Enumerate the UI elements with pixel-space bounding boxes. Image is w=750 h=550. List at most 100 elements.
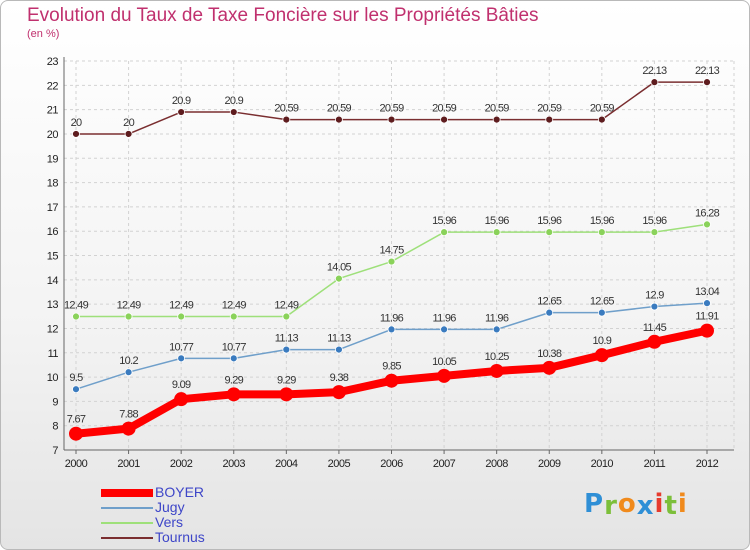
legend-label: Tournus <box>155 529 205 545</box>
data-point-boyer <box>69 426 83 441</box>
logo-letter: t <box>664 491 678 521</box>
legend-label: Vers <box>155 514 184 530</box>
chart-subtitle: (en %) <box>27 28 60 40</box>
data-label-vers: 15.96 <box>432 215 457 227</box>
legend-swatch <box>101 522 153 524</box>
y-tick-label: 10 <box>47 372 59 384</box>
data-point-tournus <box>650 78 659 87</box>
data-point-vers <box>492 228 501 237</box>
data-point-boyer <box>647 334 662 349</box>
x-tick-label: 2006 <box>380 458 403 470</box>
data-label-tournus: 20.59 <box>590 103 615 115</box>
y-tick-label: 19 <box>47 153 59 165</box>
data-point-tournus <box>335 115 343 124</box>
data-point-tournus <box>597 115 606 124</box>
y-tick-label: 17 <box>47 202 59 214</box>
data-point-tournus <box>387 115 396 124</box>
y-tick-label: 21 <box>47 105 59 117</box>
x-tick-label: 2003 <box>223 458 246 470</box>
y-tick-label: 15 <box>47 251 59 263</box>
data-point-boyer <box>174 392 189 407</box>
legend-swatch <box>101 537 153 539</box>
data-point-boyer <box>437 368 452 383</box>
x-tick-label: 2011 <box>644 458 666 470</box>
data-label-vers: 14.05 <box>327 262 352 274</box>
logo-letter: i <box>677 489 688 519</box>
data-point-vers <box>597 228 606 237</box>
data-label-jugy: 11.96 <box>380 312 404 324</box>
y-tick-label: 18 <box>47 178 59 190</box>
legend-label: BOYER <box>155 484 205 500</box>
data-label-boyer: 9.38 <box>330 372 349 384</box>
y-tick-label: 14 <box>47 275 59 287</box>
data-label-vers: 15.96 <box>485 215 510 227</box>
data-point-vers <box>72 312 80 321</box>
data-point-boyer <box>594 348 609 363</box>
data-point-boyer <box>331 385 346 400</box>
data-label-tournus: 20 <box>71 117 82 129</box>
data-point-jugy <box>72 385 80 394</box>
y-tick-label: 8 <box>52 421 58 433</box>
data-point-jugy <box>177 354 186 363</box>
data-label-vers: 12.49 <box>169 300 194 312</box>
y-tick-label: 7 <box>52 445 58 457</box>
data-label-jugy: 10.77 <box>169 341 194 353</box>
data-point-tournus <box>229 108 238 116</box>
x-tick-label: 2000 <box>65 458 88 470</box>
data-point-jugy <box>597 308 606 317</box>
logo-letter: i <box>654 489 665 519</box>
chart-title: Evolution du Taux de Taxe Foncière sur l… <box>27 5 539 26</box>
data-point-jugy <box>282 345 291 354</box>
data-point-vers <box>440 228 448 237</box>
x-tick-label: 2005 <box>328 458 351 470</box>
data-label-tournus: 20.59 <box>485 103 510 115</box>
data-point-vers <box>335 274 343 283</box>
data-point-vers <box>703 220 711 229</box>
y-tick-label: 22 <box>47 80 59 92</box>
data-label-vers: 12.49 <box>117 300 142 312</box>
legend-swatch <box>101 507 153 509</box>
data-label-jugy: 12.65 <box>537 296 562 308</box>
data-label-vers: 16.28 <box>695 207 720 219</box>
data-point-vers <box>177 312 186 321</box>
logo-letter: r <box>604 491 618 521</box>
y-tick-label: 13 <box>47 299 59 311</box>
y-tick-label: 20 <box>47 129 59 141</box>
y-tick-label: 23 <box>47 56 59 68</box>
proxiti-logo: Proxiti <box>584 489 688 521</box>
data-point-jugy <box>703 299 711 308</box>
data-label-boyer: 10.05 <box>432 356 457 368</box>
legend-swatch <box>101 489 153 497</box>
data-label-tournus: 20.59 <box>274 103 299 115</box>
data-label-jugy: 11.96 <box>485 312 509 324</box>
data-point-vers <box>282 312 291 321</box>
data-point-jugy <box>387 325 396 334</box>
data-label-boyer: 10.25 <box>485 351 510 363</box>
data-point-tournus <box>492 115 501 124</box>
data-point-vers <box>545 228 554 237</box>
data-labels: 7.67 7.88 9.09 9.29 9.29 9.38 9.85 10.05 10.25 10… <box>64 65 720 426</box>
y-tick-label: 16 <box>47 226 59 238</box>
x-tick-label: 2008 <box>485 458 508 470</box>
data-label-tournus: 20.59 <box>537 103 562 115</box>
data-point-jugy <box>545 308 554 317</box>
data-label-tournus: 22.13 <box>642 65 667 77</box>
logo-letter: x <box>636 491 655 521</box>
y-tick-label: 9 <box>52 396 58 408</box>
data-point-boyer <box>384 373 399 388</box>
data-point-boyer <box>279 387 294 402</box>
data-label-tournus: 22.13 <box>695 65 720 77</box>
data-label-boyer: 9.85 <box>382 361 401 373</box>
data-point-jugy <box>492 325 501 334</box>
data-label-jugy: 10.77 <box>222 341 247 353</box>
data-label-jugy: 9.5 <box>69 372 83 384</box>
data-label-jugy: 11.96 <box>432 312 456 324</box>
data-label-vers: 12.49 <box>274 300 299 312</box>
data-label-tournus: 20 <box>123 117 134 129</box>
data-point-vers <box>229 312 238 321</box>
data-label-tournus: 20.9 <box>172 95 191 107</box>
x-tick-label: 2012 <box>696 458 719 470</box>
data-point-tournus <box>177 108 186 116</box>
